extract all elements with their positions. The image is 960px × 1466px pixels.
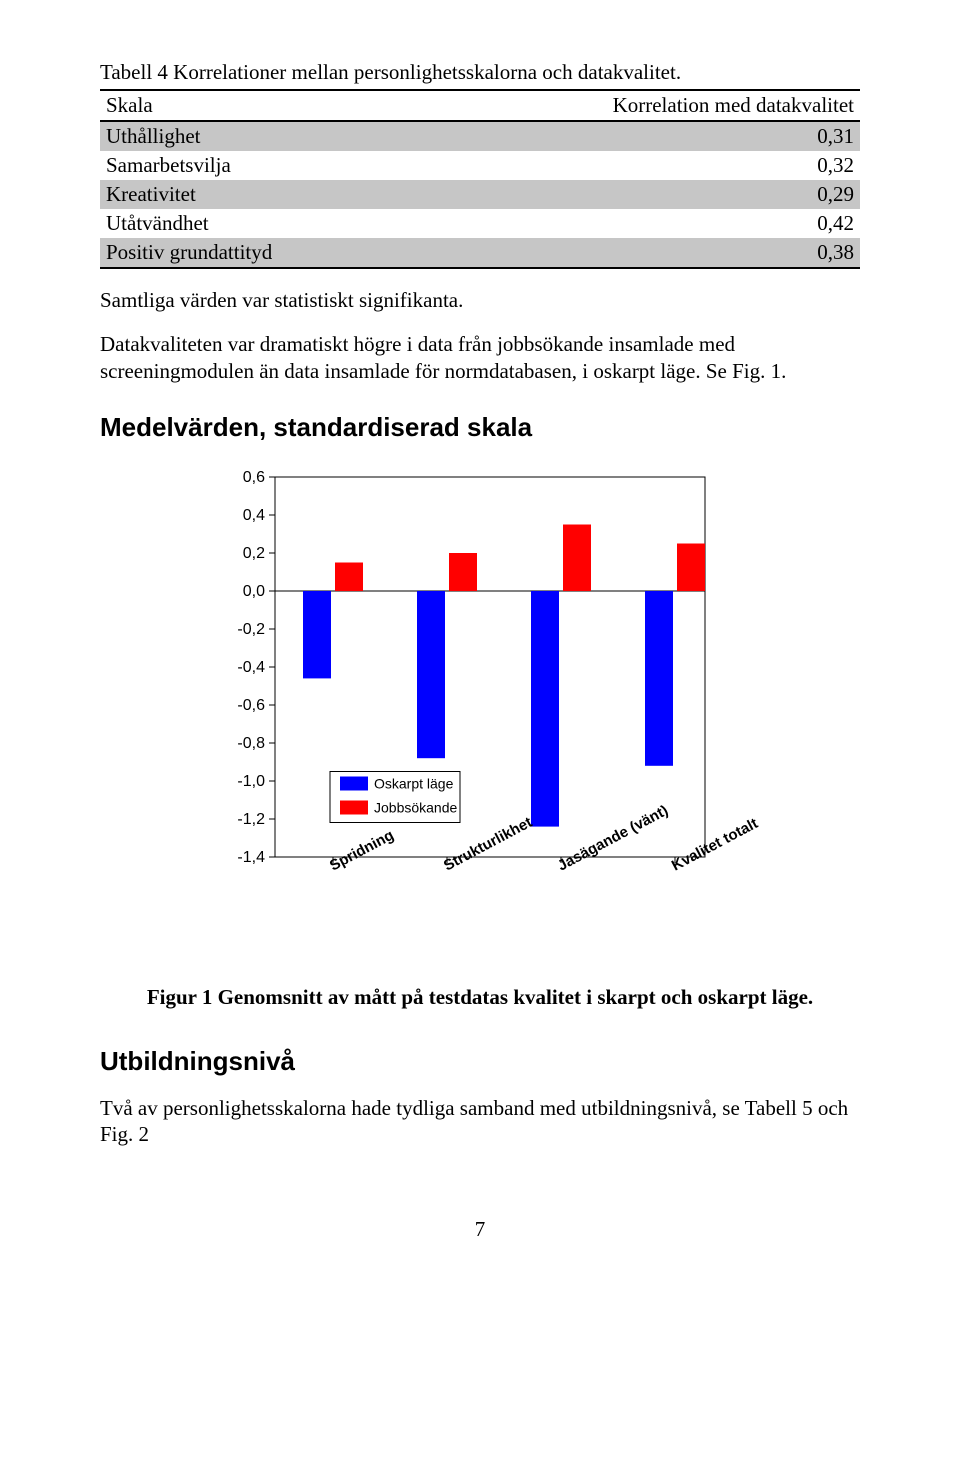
cell-label: Kreativitet bbox=[100, 180, 414, 209]
chart-title: Medelvärden, standardiserad skala bbox=[100, 412, 860, 443]
svg-text:0,4: 0,4 bbox=[243, 507, 265, 524]
table-row: Kreativitet0,29 bbox=[100, 180, 860, 209]
table-row: Utåtvändhet0,42 bbox=[100, 209, 860, 238]
th-korrelation: Korrelation med datakvalitet bbox=[414, 90, 860, 121]
svg-text:-1,0: -1,0 bbox=[237, 773, 265, 790]
cell-value: 0,31 bbox=[414, 121, 860, 151]
svg-text:0,0: 0,0 bbox=[243, 583, 265, 600]
table-row: Positiv grundattityd0,38 bbox=[100, 238, 860, 268]
cell-value: 0,32 bbox=[414, 151, 860, 180]
cell-value: 0,42 bbox=[414, 209, 860, 238]
svg-text:-0,8: -0,8 bbox=[237, 735, 265, 752]
page-number: 7 bbox=[100, 1217, 860, 1242]
cell-value: 0,38 bbox=[414, 238, 860, 268]
cell-label: Positiv grundattityd bbox=[100, 238, 414, 268]
table-row: Uthållighet0,31 bbox=[100, 121, 860, 151]
figure-caption: Figur 1 Genomsnitt av mått på testdatas … bbox=[100, 985, 860, 1010]
svg-text:-0,6: -0,6 bbox=[237, 697, 265, 714]
svg-text:0,6: 0,6 bbox=[243, 469, 265, 486]
section-heading: Utbildningsnivå bbox=[100, 1046, 860, 1077]
table-caption: Tabell 4 Korrelationer mellan personligh… bbox=[100, 60, 860, 85]
cell-label: Uthållighet bbox=[100, 121, 414, 151]
svg-text:0,2: 0,2 bbox=[243, 545, 265, 562]
paragraph-2: Datakvaliteten var dramatiskt högre i da… bbox=[100, 331, 860, 384]
cell-label: Utåtvändhet bbox=[100, 209, 414, 238]
svg-text:-0,4: -0,4 bbox=[237, 659, 265, 676]
svg-text:Oskarpt läge: Oskarpt läge bbox=[374, 775, 454, 791]
paragraph-3: Två av personlighetsskalorna hade tydlig… bbox=[100, 1095, 860, 1148]
th-skala: Skala bbox=[100, 90, 414, 121]
correlation-table: Skala Korrelation med datakvalitet Uthål… bbox=[100, 89, 860, 269]
table-row: Samarbetsvilja0,32 bbox=[100, 151, 860, 180]
bar-chart: 0,6 0,4 0,2 0,0 -0,2 -0,4 -0,6 -0,8 -1,0 -1,2 -1,4… bbox=[195, 467, 765, 957]
svg-text:-1,4: -1,4 bbox=[237, 849, 265, 866]
cell-label: Samarbetsvilja bbox=[100, 151, 414, 180]
svg-text:Jobbsökande: Jobbsökande bbox=[374, 799, 458, 815]
svg-text:-0,2: -0,2 bbox=[237, 621, 265, 638]
svg-text:-1,2: -1,2 bbox=[237, 811, 265, 828]
cell-value: 0,29 bbox=[414, 180, 860, 209]
paragraph-1: Samtliga värden var statistiskt signifik… bbox=[100, 287, 860, 313]
